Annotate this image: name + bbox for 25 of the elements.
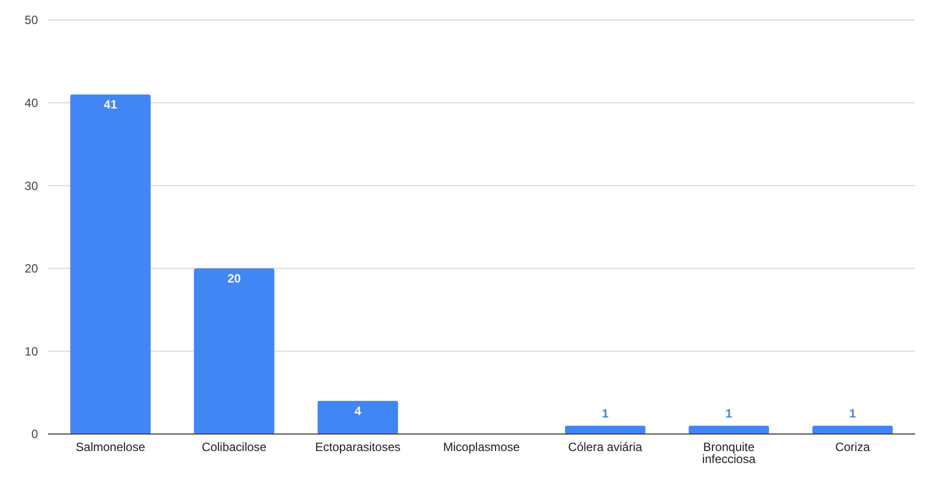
bar <box>688 426 770 434</box>
bar <box>194 268 274 434</box>
x-tick-label: Micoplasmose <box>443 440 520 454</box>
data-label: 1 <box>602 406 609 421</box>
data-label: 4 <box>354 404 362 418</box>
y-tick-label: 10 <box>24 344 38 358</box>
bar <box>318 400 398 434</box>
data-label: 20 <box>227 271 242 286</box>
x-tick-label: Cólera aviária <box>568 440 643 454</box>
bar <box>564 426 646 434</box>
x-tick-label: Ectoparasitoses <box>315 440 401 454</box>
y-tick-label: 30 <box>24 178 38 193</box>
y-tick-label: 40 <box>24 96 38 110</box>
bar <box>812 426 893 434</box>
data-label: 41 <box>104 98 118 112</box>
y-tick-label: 0 <box>31 427 38 442</box>
y-tick-label: 50 <box>24 13 38 28</box>
x-tick-label: Colibacilose <box>202 440 267 454</box>
x-tick-label: Salmonelose <box>76 440 146 454</box>
data-label: 1 <box>849 406 856 421</box>
bar <box>70 94 151 434</box>
y-tick-label: 20 <box>24 262 38 276</box>
data-label: 1 <box>726 406 733 421</box>
x-tick-label: Bronquite infecciosa <box>702 440 756 466</box>
x-tick-label: Coriza <box>835 440 870 454</box>
